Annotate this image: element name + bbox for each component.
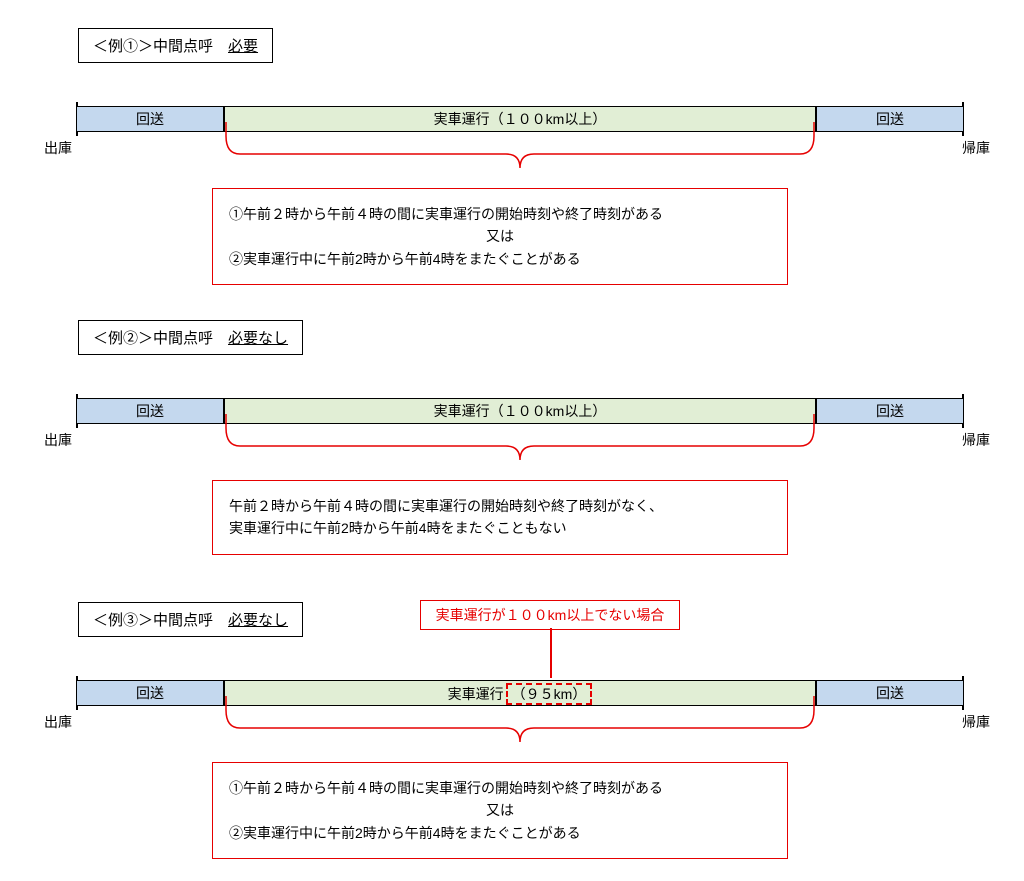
title-prefix: ＜例①＞中間点呼 — [93, 38, 228, 55]
segment-deadhead-2: 回送 — [816, 398, 964, 424]
segment-deadhead-2: 回送 — [816, 106, 964, 132]
description-box: ①午前２時から午前４時の間に実車運行の開始時刻や終了時刻がある又は②実車運行中に… — [212, 762, 788, 859]
segment-service: 実車運行（１００km以上） — [224, 398, 816, 424]
timeline-bar: 回送実車運行（１００km以上）回送 — [76, 398, 964, 424]
title-status: 必要 — [228, 38, 258, 55]
segment-service: 実車運行（１００km以上） — [224, 106, 816, 132]
example-title: ＜例①＞中間点呼 必要 — [78, 28, 273, 63]
description-box: 午前２時から午前４時の間に実車運行の開始時刻や終了時刻がなく、実車運行中に午前2… — [212, 480, 788, 555]
segment-deadhead-1: 回送 — [76, 106, 224, 132]
callout-connector — [550, 628, 552, 678]
description-line: ②実車運行中に午前2時から午前4時をまたぐことがある — [229, 822, 771, 844]
description-line: ②実車運行中に午前2時から午前4時をまたぐことがある — [229, 248, 771, 270]
title-status: 必要なし — [228, 612, 288, 629]
segment-deadhead-1: 回送 — [76, 680, 224, 706]
segment-service-prefix: 実車運行 — [448, 682, 504, 706]
timeline-bar: 回送実車運行（１００km以上）回送 — [76, 106, 964, 132]
description-box: ①午前２時から午前４時の間に実車運行の開始時刻や終了時刻がある又は②実車運行中に… — [212, 188, 788, 285]
segment-deadhead-2: 回送 — [816, 680, 964, 706]
description-line: ①午前２時から午前４時の間に実車運行の開始時刻や終了時刻がある — [229, 777, 771, 799]
title-prefix: ＜例②＞中間点呼 — [93, 330, 228, 347]
description-line: 実車運行中に午前2時から午前4時をまたぐこともない — [229, 517, 771, 539]
description-line: ①午前２時から午前４時の間に実車運行の開始時刻や終了時刻がある — [229, 203, 771, 225]
callout-box: 実車運行が１００km以上でない場合 — [420, 600, 680, 630]
example-title: ＜例②＞中間点呼 必要なし — [78, 320, 303, 355]
description-line: 午前２時から午前４時の間に実車運行の開始時刻や終了時刻がなく、 — [229, 495, 771, 517]
description-line: 又は — [229, 225, 771, 247]
segment-deadhead-1: 回送 — [76, 398, 224, 424]
title-status: 必要なし — [228, 330, 288, 347]
segment-service: 実車運行（９５km） — [224, 680, 816, 706]
description-line: 又は — [229, 799, 771, 821]
segment-service-distance-dashed: （９５km） — [506, 683, 593, 705]
title-prefix: ＜例③＞中間点呼 — [93, 612, 228, 629]
timeline-bar: 回送実車運行（９５km）回送 — [76, 680, 964, 706]
example-title: ＜例③＞中間点呼 必要なし — [78, 602, 303, 637]
